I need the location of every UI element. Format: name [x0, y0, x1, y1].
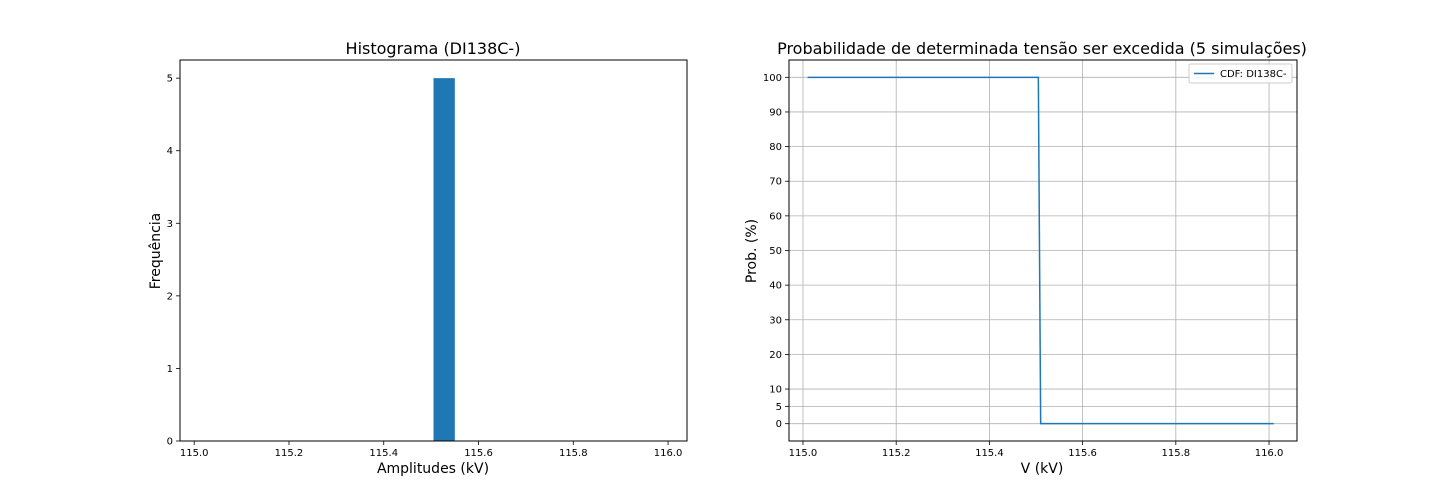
y-tick-label: 90 — [769, 107, 782, 118]
x-tick-label: 115.4 — [369, 448, 398, 459]
y-tick-label: 20 — [769, 350, 782, 361]
y-tick-label: 40 — [769, 281, 782, 292]
histogram-axes: Histograma (DI138C-) 115.0 115.2 115.4 115.… — [148, 39, 688, 477]
histogram-bar — [433, 78, 455, 442]
histogram-bars — [433, 78, 455, 442]
y-tick-label: 1 — [167, 364, 173, 375]
x-tick-label: 115.2 — [275, 448, 304, 459]
y-tick-label: 30 — [769, 315, 782, 326]
y-tick-label: 4 — [167, 146, 173, 157]
x-tick-label: 115.2 — [882, 448, 911, 459]
x-tick-label: 116.0 — [654, 448, 683, 459]
cdf-series — [807, 76, 1274, 425]
x-tick-label: 115.8 — [1162, 448, 1191, 459]
cdf-axes: Probabilidade de determinada tensão ser … — [744, 39, 1307, 477]
y-tick-label: 0 — [167, 437, 173, 448]
y-tick-label: 70 — [769, 177, 782, 188]
y-tick-label: 10 — [769, 385, 782, 396]
histogram-title: Histograma (DI138C-) — [346, 39, 521, 58]
cdf-x-label: V (kV) — [1021, 461, 1064, 477]
x-tick-label: 115.4 — [975, 448, 1004, 459]
x-tick-label: 115.6 — [1068, 448, 1097, 459]
histogram-x-label: Amplitudes (kV) — [377, 461, 489, 477]
x-tick-label: 116.0 — [1255, 448, 1284, 459]
cdf-title: Probabilidade de determinada tensão ser … — [777, 39, 1307, 58]
y-tick-label: 50 — [769, 246, 782, 257]
x-tick-label: 115.0 — [180, 448, 209, 459]
x-tick-label: 115.6 — [464, 448, 493, 459]
x-tick-label: 115.8 — [559, 448, 588, 459]
legend-entry-cdf: CDF: DI138C- — [1220, 69, 1287, 80]
cdf-line — [807, 76, 1274, 425]
y-tick-label: 100 — [763, 73, 782, 84]
y-tick-label: 80 — [769, 142, 782, 153]
histogram-plot-frame — [179, 59, 688, 442]
histogram-y-label: Frequência — [148, 213, 164, 290]
cdf-y-label: Prob. (%) — [744, 219, 760, 283]
y-tick-label: 5 — [776, 402, 782, 413]
cdf-grid — [789, 60, 1297, 441]
y-tick-label: 0 — [776, 419, 782, 430]
y-tick-label: 3 — [167, 219, 173, 230]
y-tick-label: 5 — [167, 74, 173, 85]
cdf-legend: CDF: DI138C- — [1188, 63, 1293, 84]
y-tick-label: 60 — [769, 211, 782, 222]
x-tick-label: 115.0 — [789, 448, 818, 459]
legend-box — [1188, 63, 1293, 84]
y-tick-label: 2 — [167, 291, 173, 302]
